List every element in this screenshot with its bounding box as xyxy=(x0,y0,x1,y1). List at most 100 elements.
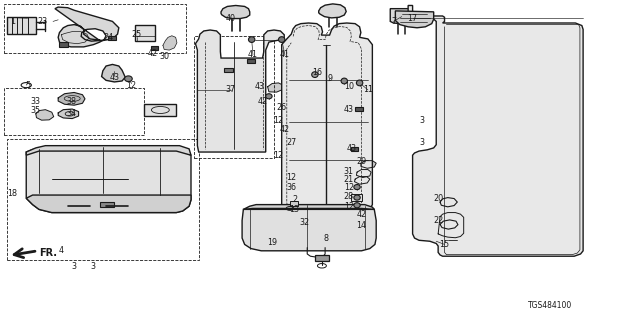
Bar xyxy=(351,195,362,201)
Bar xyxy=(360,216,368,220)
Text: 22: 22 xyxy=(433,216,444,225)
Ellipse shape xyxy=(125,76,132,82)
Text: 42: 42 xyxy=(257,97,268,106)
Polygon shape xyxy=(26,149,191,212)
Polygon shape xyxy=(408,5,583,256)
Polygon shape xyxy=(440,197,458,207)
Text: 19: 19 xyxy=(267,238,277,247)
Text: 14: 14 xyxy=(356,221,367,230)
Polygon shape xyxy=(356,170,371,178)
Polygon shape xyxy=(26,195,191,212)
Polygon shape xyxy=(221,5,250,19)
Text: 24: 24 xyxy=(103,33,113,42)
Ellipse shape xyxy=(356,80,363,86)
Polygon shape xyxy=(102,64,125,82)
Text: TGS484100: TGS484100 xyxy=(528,301,572,310)
Polygon shape xyxy=(268,83,283,92)
Polygon shape xyxy=(195,30,284,152)
Text: 38: 38 xyxy=(66,97,76,106)
Text: 3: 3 xyxy=(420,116,425,125)
Bar xyxy=(355,107,363,111)
Text: 33: 33 xyxy=(31,97,41,106)
Text: 11: 11 xyxy=(363,85,373,94)
Polygon shape xyxy=(36,110,54,120)
Ellipse shape xyxy=(341,78,348,84)
Text: 12: 12 xyxy=(344,183,354,192)
Text: 43: 43 xyxy=(347,144,357,153)
Bar xyxy=(290,201,298,206)
Text: 30: 30 xyxy=(160,52,170,61)
Ellipse shape xyxy=(312,72,318,77)
Text: 9: 9 xyxy=(327,74,332,83)
Ellipse shape xyxy=(354,203,360,208)
Text: 3: 3 xyxy=(420,138,425,147)
Text: 42: 42 xyxy=(148,49,157,58)
Ellipse shape xyxy=(354,195,360,200)
Ellipse shape xyxy=(266,94,272,99)
Bar xyxy=(7,17,36,34)
Polygon shape xyxy=(58,109,79,119)
Text: 43: 43 xyxy=(109,73,120,82)
Text: 3: 3 xyxy=(72,262,77,271)
Text: 34: 34 xyxy=(66,109,76,118)
Bar xyxy=(246,59,255,63)
Bar xyxy=(145,104,176,116)
Text: 2: 2 xyxy=(292,195,297,204)
Text: 7: 7 xyxy=(391,17,396,26)
Text: 20: 20 xyxy=(433,194,444,203)
Text: 43: 43 xyxy=(344,105,354,114)
Bar xyxy=(135,25,156,41)
Text: 35: 35 xyxy=(31,106,41,115)
Text: 29: 29 xyxy=(356,157,367,166)
Text: 40: 40 xyxy=(225,14,236,23)
Text: 25: 25 xyxy=(132,30,142,39)
Text: 42: 42 xyxy=(356,210,367,219)
Text: 31: 31 xyxy=(344,167,354,176)
Polygon shape xyxy=(361,161,376,168)
Ellipse shape xyxy=(248,37,255,43)
Text: 12: 12 xyxy=(127,81,137,90)
Polygon shape xyxy=(282,23,372,212)
Text: 12: 12 xyxy=(344,202,354,211)
Text: 12: 12 xyxy=(273,116,284,125)
Polygon shape xyxy=(55,7,119,47)
Text: 18: 18 xyxy=(7,189,17,198)
Text: 12: 12 xyxy=(273,151,284,160)
Text: 23: 23 xyxy=(37,17,47,26)
Bar xyxy=(351,147,358,151)
Bar xyxy=(151,46,159,50)
Text: 4: 4 xyxy=(59,246,64,255)
Text: 21: 21 xyxy=(344,175,354,184)
Polygon shape xyxy=(319,4,346,18)
Text: 13: 13 xyxy=(289,205,300,214)
Text: 1: 1 xyxy=(10,17,15,26)
Text: 42: 42 xyxy=(280,125,290,134)
Bar xyxy=(7,139,198,260)
Polygon shape xyxy=(355,177,370,184)
Text: 3: 3 xyxy=(91,262,96,271)
Text: 28: 28 xyxy=(344,192,354,201)
Text: 8: 8 xyxy=(324,234,329,243)
Polygon shape xyxy=(243,204,374,209)
Text: 5: 5 xyxy=(25,81,30,90)
Text: 41: 41 xyxy=(248,50,258,59)
Text: 15: 15 xyxy=(440,240,449,249)
Text: 12: 12 xyxy=(286,173,296,182)
Bar xyxy=(4,88,145,134)
Text: 41: 41 xyxy=(280,50,290,59)
Text: 16: 16 xyxy=(312,68,322,77)
Text: 27: 27 xyxy=(286,138,296,147)
Bar xyxy=(4,4,186,53)
Polygon shape xyxy=(390,9,411,24)
Bar xyxy=(108,36,116,40)
Polygon shape xyxy=(58,92,85,105)
Text: 43: 43 xyxy=(254,82,264,91)
Polygon shape xyxy=(396,11,434,28)
Bar xyxy=(315,255,329,261)
Bar xyxy=(100,202,114,207)
Text: 17: 17 xyxy=(408,14,418,23)
Text: FR.: FR. xyxy=(40,248,58,258)
Text: 26: 26 xyxy=(276,103,287,112)
Bar xyxy=(224,68,232,72)
Text: 32: 32 xyxy=(299,218,309,227)
